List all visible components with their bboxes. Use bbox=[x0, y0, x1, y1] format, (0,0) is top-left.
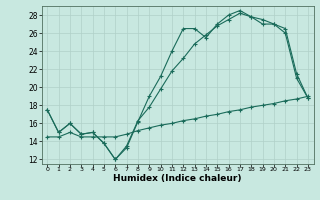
X-axis label: Humidex (Indice chaleur): Humidex (Indice chaleur) bbox=[113, 174, 242, 183]
